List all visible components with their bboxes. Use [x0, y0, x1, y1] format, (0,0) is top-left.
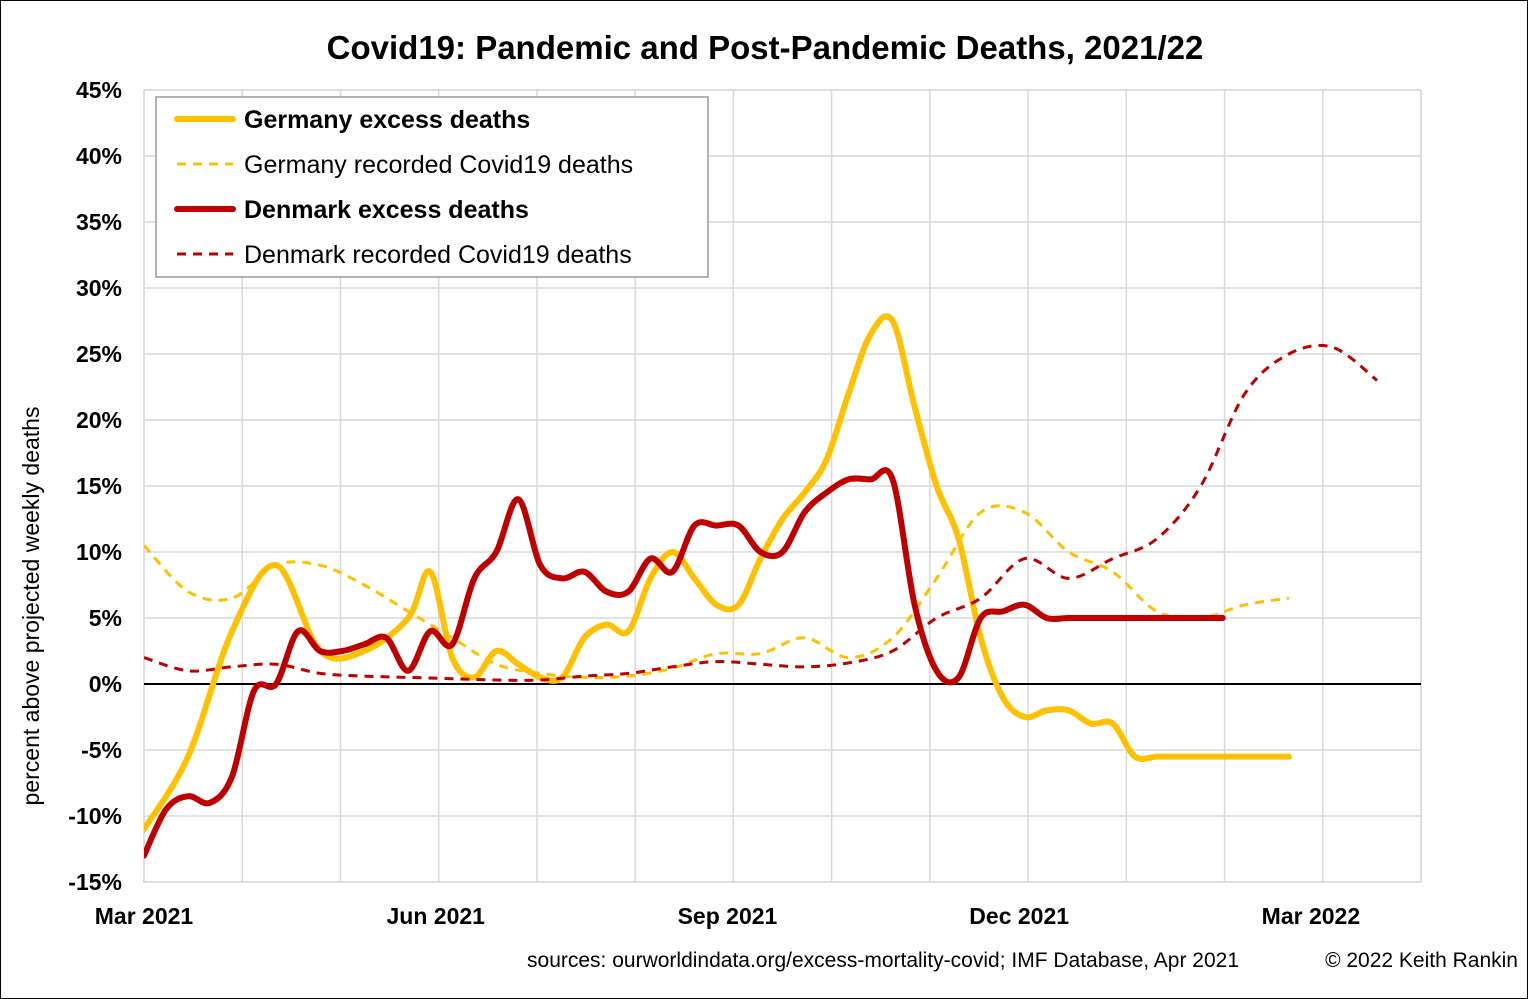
y-tick-label: -5%	[81, 737, 122, 763]
series-line-germany-excess-deaths	[144, 313, 1292, 833]
y-tick-label: 25%	[76, 341, 122, 367]
x-tick-label: Mar 2021	[95, 903, 194, 929]
sources-note: sources: ourworldindata.org/excess-morta…	[527, 949, 1239, 972]
y-tick-label: 10%	[76, 539, 122, 565]
x-tick-label: Mar 2022	[1262, 903, 1360, 929]
y-axis-label: percent above projected weekly deaths	[18, 407, 44, 806]
svg-text:Covid19: Pandemic and Post-Pan: Covid19: Pandemic and Post-Pandemic Deat…	[327, 29, 1204, 66]
series-line-germany-recorded-covid19-deaths	[144, 504, 1290, 680]
y-tick-label: -10%	[68, 803, 122, 829]
copyright-note: © 2022 Keith Rankin	[1325, 949, 1518, 972]
series-line-denmark-recorded-covid19-deaths	[144, 343, 1378, 682]
plot-area-border	[143, 89, 1422, 883]
legend-label-denmark-recorded-covid19-deaths: Denmark recorded Covid19 deaths	[244, 241, 632, 269]
x-tick-label: Sep 2021	[678, 903, 778, 929]
chart-title: Covid19: Pandemic and Post-Pandemic Deat…	[327, 29, 1204, 66]
y-tick-label: 40%	[76, 143, 122, 169]
y-tick-label: 0%	[89, 671, 122, 697]
y-tick-label: 5%	[89, 605, 122, 631]
y-tick-label: 35%	[76, 209, 122, 235]
legend: Germany excess deaths Germany recorded Co…	[155, 96, 709, 278]
x-tick-label: Jun 2021	[387, 903, 486, 929]
y-axis-ticks: -15% -10% -5% 0% 5% 10% 15% 20% 25% 30% 35% 40% 45%	[68, 77, 122, 895]
y-tick-label: 15%	[76, 473, 122, 499]
series-layer	[144, 313, 1378, 859]
y-tick-label: 30%	[76, 275, 122, 301]
x-tick-label: Dec 2021	[969, 903, 1069, 929]
y-tick-label: 20%	[76, 407, 122, 433]
legend-label-germany-recorded-covid19-deaths: Germany recorded Covid19 deaths	[244, 151, 633, 179]
legend-box	[155, 96, 709, 278]
y-tick-label: 45%	[76, 77, 122, 103]
legend-label-germany-excess-deaths: Germany excess deaths	[244, 106, 530, 134]
y-tick-label: -15%	[68, 869, 122, 895]
chart-title-prefix: Covid19	[327, 29, 455, 66]
legend-label-denmark-excess-deaths: Denmark excess deaths	[244, 196, 529, 224]
x-axis-ticks: Mar 2021 Jun 2021 Sep 2021 Dec 2021 Mar 2022	[95, 903, 1360, 929]
chart-title-main: : Pandemic and Post-Pandemic Deaths, 202…	[455, 29, 1203, 66]
series-line-denmark-excess-deaths	[144, 467, 1226, 859]
